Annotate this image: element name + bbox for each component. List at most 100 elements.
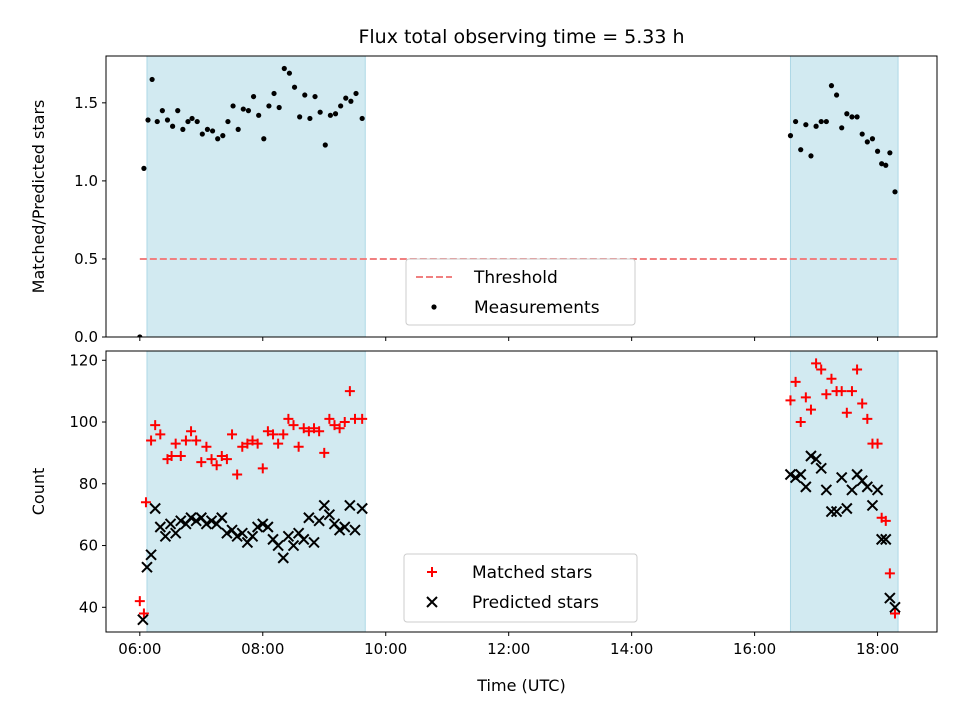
data-point [815,462,827,475]
chart-title: Flux total observing time = 5.33 h [358,26,684,48]
data-point [836,386,847,397]
y-tick-label: 0.5 [74,250,98,268]
data-point [303,512,315,524]
data-point [235,126,241,132]
data-point [175,450,186,461]
data-point [859,131,865,137]
data-point [291,84,298,90]
x-tick-label: 06:00 [118,640,161,658]
data-point [251,521,264,533]
data-point [225,118,231,125]
data-point [262,426,273,437]
data-point [820,484,833,496]
data-point [343,95,349,101]
y-axis-label: Matched/Predicted stars [29,100,48,294]
data-point [830,505,843,518]
data-point [338,103,344,109]
data-point [318,499,330,512]
data-point [137,613,149,626]
data-point [273,438,284,449]
bottom-panel: 40 60 80 100 120 06:00 08:00 10:00 12:00 14:00 16:… [29,350,938,695]
x-axis-label: Time (UTC) [476,676,565,695]
data-point [169,527,182,539]
data-point [803,122,809,128]
data-point [307,115,313,122]
data-point [293,441,304,452]
data-point [795,468,807,481]
data-point [278,429,289,440]
data-point [252,438,263,449]
data-point [247,435,258,446]
data-point [787,133,794,139]
data-point [141,561,153,573]
data-point [884,592,896,604]
data-point [889,601,901,614]
data-point [816,364,827,375]
data-point [314,426,325,437]
data-point [889,608,900,619]
data-point [231,530,243,542]
data-point [298,423,309,434]
data-point [869,136,876,142]
data-point [232,469,243,480]
data-point [170,123,176,129]
data-point [230,103,236,109]
data-point [149,502,161,515]
data-point [271,90,277,97]
data-point [261,136,267,142]
data-point [880,515,891,526]
data-point [215,136,221,142]
data-point [175,515,187,527]
y-axis-label: Count [29,468,48,516]
data-point [887,150,893,156]
data-point [826,373,837,384]
y-tick-label: 100 [69,413,98,431]
legend: Matched stars Predicted stars [403,553,638,623]
data-point [308,536,320,549]
data-point [205,515,218,527]
data-point [884,568,895,579]
data-point [266,103,272,109]
data-point [146,435,157,446]
data-point [864,139,870,145]
data-point [849,114,855,120]
data-point [875,533,888,546]
data-point [324,413,335,424]
data-point [357,413,368,424]
data-point [282,530,295,542]
data-point [792,118,799,125]
data-point [880,533,892,546]
data-point [155,429,166,440]
data-point [356,502,368,515]
plot-area [137,56,899,337]
observing-window-1 [146,351,366,632]
data-point [883,162,889,168]
data-point [795,417,806,428]
data-point [256,112,262,118]
legend-label: Measurements [474,298,600,318]
series-matched-stars [134,358,900,619]
data-point [332,111,339,117]
data-point [288,420,299,431]
data-point [349,524,361,536]
x-tick-label: 18:00 [856,640,899,658]
data-point [166,450,177,461]
observing-window-1 [146,56,366,337]
data-point [204,126,211,132]
data-point [180,435,191,446]
data-point [854,114,860,120]
data-point [861,481,874,493]
data-point [180,126,186,132]
data-point [785,395,796,406]
data-point [196,457,207,468]
x-tick-label: 14:00 [610,640,653,658]
data-point [211,460,222,471]
data-point [312,93,318,100]
data-point [246,530,259,542]
data-point [134,596,145,607]
data-point [841,502,853,515]
data-point [344,386,355,397]
data-point [277,552,289,564]
data-point [175,108,181,114]
axes-frame [105,55,938,338]
